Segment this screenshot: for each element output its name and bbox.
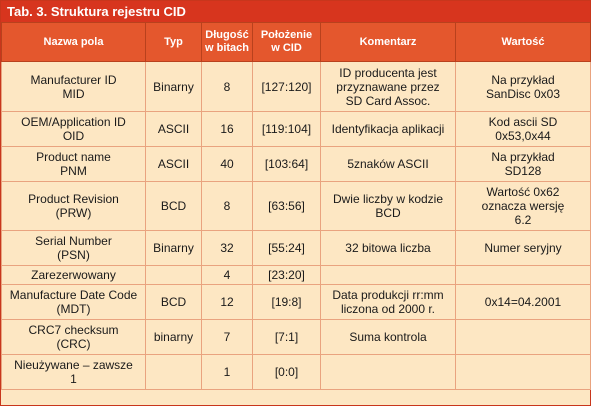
table-row: OEM/Application ID OID ASCII 16 [119:104… [1,111,591,147]
cell-value: Numer seryjny [455,230,591,266]
table-row: Zarezerwowany 4 [23:20] [1,265,591,285]
cell-value: Kod ascii SD 0x53,0x44 [455,111,591,147]
cell-bits: 4 [201,265,253,285]
cell-comment: 5znaków ASCII [320,146,456,182]
cell-comment: Suma kontrola [320,319,456,355]
cell-type: Binarny [145,230,202,266]
cell-type: binarny [145,319,202,355]
cell-name: Product name PNM [1,146,146,182]
cell-name: Serial Number (PSN) [1,230,146,266]
header-position: Położenie w CID [252,22,321,62]
cell-comment: 32 bitowa liczba [320,230,456,266]
cell-name: Manufacture Date Code (MDT) [1,284,146,320]
table-row: Manufacture Date Code (MDT) BCD 12 [19:8… [1,284,591,320]
cell-position: [127:120] [252,61,321,112]
cell-type: ASCII [145,111,202,147]
cell-name: Nieużywane – zawsze 1 [1,354,146,390]
cell-comment: ID producenta jest przyznawane przez SD … [320,61,456,112]
table-row: Product Revision (PRW) BCD 8 [63:56] Dwi… [1,181,591,231]
cell-bits: 7 [201,319,253,355]
header-value: Wartość [455,22,591,62]
cell-comment: Identyfikacja aplikacji [320,111,456,147]
table-row: CRC7 checksum (CRC) binarny 7 [7:1] Suma… [1,319,591,355]
cell-value: 0x14=04.2001 [455,284,591,320]
header-comment: Komentarz [320,22,456,62]
cell-name: Product Revision (PRW) [1,181,146,231]
table-title: Tab. 3. Struktura rejestru CID [1,1,590,22]
cell-position: [55:24] [252,230,321,266]
cell-position: [7:1] [252,319,321,355]
table-row: Manufacturer ID MID Binarny 8 [127:120] … [1,61,591,112]
cell-name: Zarezerwowany [1,265,146,285]
cell-value: Na przykład SD128 [455,146,591,182]
cell-value [455,319,591,355]
cell-bits: 8 [201,181,253,231]
cell-position: [63:56] [252,181,321,231]
cell-value [455,265,591,285]
cell-position: [23:20] [252,265,321,285]
table-row: Product name PNM ASCII 40 [103:64] 5znak… [1,146,591,182]
cell-value: Na przykład SanDisc 0x03 [455,61,591,112]
table-row: Nieużywane – zawsze 1 1 [0:0] [1,354,591,390]
cell-position: [103:64] [252,146,321,182]
cell-bits: 40 [201,146,253,182]
cell-comment [320,354,456,390]
cell-position: [19:8] [252,284,321,320]
cell-name: OEM/Application ID OID [1,111,146,147]
cell-position: [119:104] [252,111,321,147]
cell-bits: 32 [201,230,253,266]
cell-value: Wartość 0x62 oznacza wersję 6.2 [455,181,591,231]
cell-bits: 16 [201,111,253,147]
cell-bits: 12 [201,284,253,320]
cell-comment [320,265,456,285]
cell-position: [0:0] [252,354,321,390]
header-name: Nazwa pola [1,22,146,62]
cell-bits: 8 [201,61,253,112]
cell-value [455,354,591,390]
cell-comment: Dwie liczby w kodzie BCD [320,181,456,231]
header-type: Typ [145,22,202,62]
cell-comment: Data produkcji rr:mm liczona od 2000 r. [320,284,456,320]
cell-type: BCD [145,284,202,320]
cell-bits: 1 [201,354,253,390]
cell-name: CRC7 checksum (CRC) [1,319,146,355]
cell-name: Manufacturer ID MID [1,61,146,112]
table-row: Serial Number (PSN) Binarny 32 [55:24] 3… [1,230,591,266]
table-header-row: Nazwa pola Typ Długość w bitach Położeni… [1,22,591,62]
cell-type [145,265,202,285]
cell-type [145,354,202,390]
cell-type: BCD [145,181,202,231]
cell-type: Binarny [145,61,202,112]
cid-register-table: Nazwa pola Typ Długość w bitach Położeni… [1,22,591,390]
header-bits: Długość w bitach [201,22,253,62]
cell-type: ASCII [145,146,202,182]
